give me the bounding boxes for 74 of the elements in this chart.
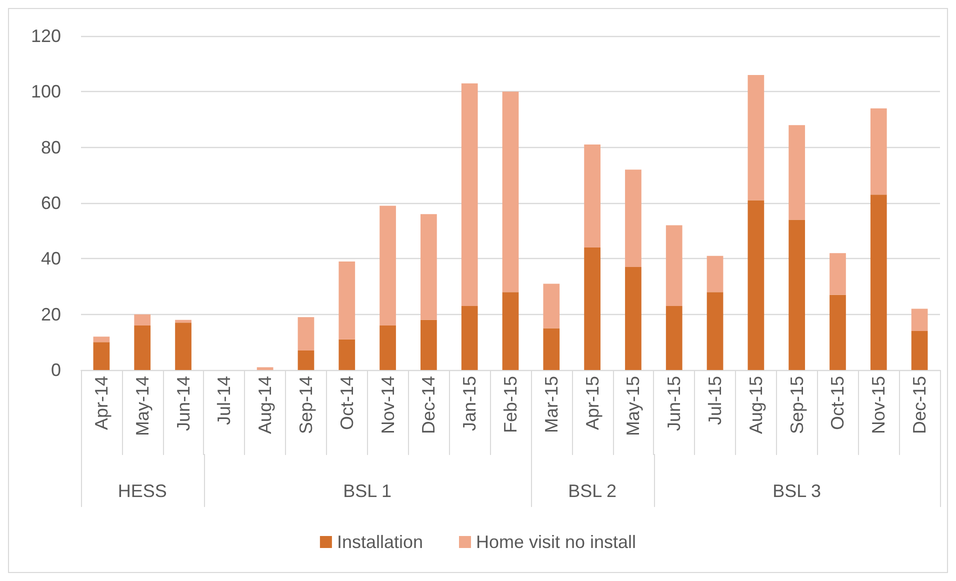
text: BSL 1 — [343, 481, 392, 501]
bar — [420, 214, 437, 320]
x-tick-label: Feb-15 — [500, 376, 520, 434]
bar — [543, 328, 560, 370]
x-tick-label: Dec-14 — [418, 376, 439, 434]
bar — [93, 342, 110, 370]
x-tick-label: Nov-14 — [378, 376, 398, 434]
legend-label: Installation — [336, 532, 424, 552]
x-tick-label: Dec-15 — [910, 376, 930, 434]
y-tick-label: 60 — [40, 193, 61, 213]
bar — [788, 125, 806, 220]
x-tick-label: Apr-14 — [91, 376, 112, 430]
bar — [420, 320, 437, 370]
bar — [666, 306, 682, 370]
x-tick-label: Jul-14 — [214, 376, 234, 426]
y-tick-label: 0 — [50, 360, 61, 380]
x-tick-label: Nov-15 — [868, 376, 889, 434]
y-tick-label: 20 — [40, 304, 61, 324]
bar — [788, 220, 806, 370]
x-tick-label: Apr-15 — [582, 376, 602, 430]
bar — [584, 144, 600, 248]
y-tick-label: 100 — [30, 82, 61, 102]
bar — [134, 314, 151, 326]
bar — [870, 108, 887, 195]
bar — [93, 336, 110, 342]
bar — [625, 267, 642, 370]
bar — [380, 206, 396, 326]
bar — [380, 325, 396, 370]
bar — [543, 284, 560, 328]
y-tick-label: 80 — [40, 137, 61, 158]
text: BSL 2 — [568, 481, 616, 501]
x-tick-label: Sep-15 — [786, 376, 807, 434]
x-tick-label: May-15 — [623, 376, 644, 436]
text: HESS — [118, 481, 167, 501]
x-tick-label: May-14 — [132, 376, 152, 436]
x-tick-label: Oct-15 — [828, 376, 848, 430]
chart-frame: 0 20 40 60 80 100 120 Apr-14 May-14 Jun-14 Jul-14 Aug-14 Sep-14 Oct-14 Nov-14 Dec-14 Jan-15 Feb-15 Mar-15 Apr-15 May-15 Jun-15 Jul-15 Aug-15 Sep-15 Oct-15 Nov-15 Dec-15 Installation Home visit no install HESS BSL 1 BSL 2 BSL 3 — [8, 8, 948, 573]
x-tick-label: Jun-14 — [173, 376, 194, 432]
bar — [298, 317, 314, 351]
x-tick-label: Aug-14 — [255, 376, 276, 434]
bar — [748, 200, 764, 370]
bar — [706, 256, 724, 292]
x-tick-label: Oct-14 — [336, 376, 357, 430]
bar — [461, 306, 478, 370]
y-tick-label: 40 — [40, 248, 61, 269]
bar — [870, 194, 887, 370]
bar — [461, 83, 478, 306]
bar — [666, 225, 682, 306]
bar — [338, 261, 356, 340]
x-tick-label: Jun-15 — [664, 376, 684, 432]
bar — [706, 292, 724, 370]
bar — [911, 308, 928, 332]
bar — [502, 92, 519, 292]
bar — [175, 322, 192, 370]
bar — [338, 339, 356, 370]
x-tick-label: Jul-15 — [705, 376, 726, 426]
bar — [830, 253, 846, 295]
bar — [502, 292, 519, 370]
bar — [134, 325, 151, 370]
y-tick-label: 120 — [30, 26, 61, 46]
x-tick-label: Aug-15 — [746, 376, 766, 434]
bar — [298, 350, 314, 370]
bar — [625, 170, 642, 268]
x-tick-label: Mar-15 — [541, 376, 562, 434]
legend-label: Home visit no install — [476, 532, 636, 552]
text: BSL 3 — [772, 481, 821, 501]
bar — [911, 331, 928, 370]
x-tick-label: Jan-15 — [460, 376, 480, 432]
bar — [830, 294, 846, 370]
bar — [256, 367, 274, 370]
bar — [175, 320, 192, 323]
x-tick-label: Sep-14 — [296, 376, 316, 434]
bar — [748, 74, 764, 200]
bar — [584, 248, 600, 370]
